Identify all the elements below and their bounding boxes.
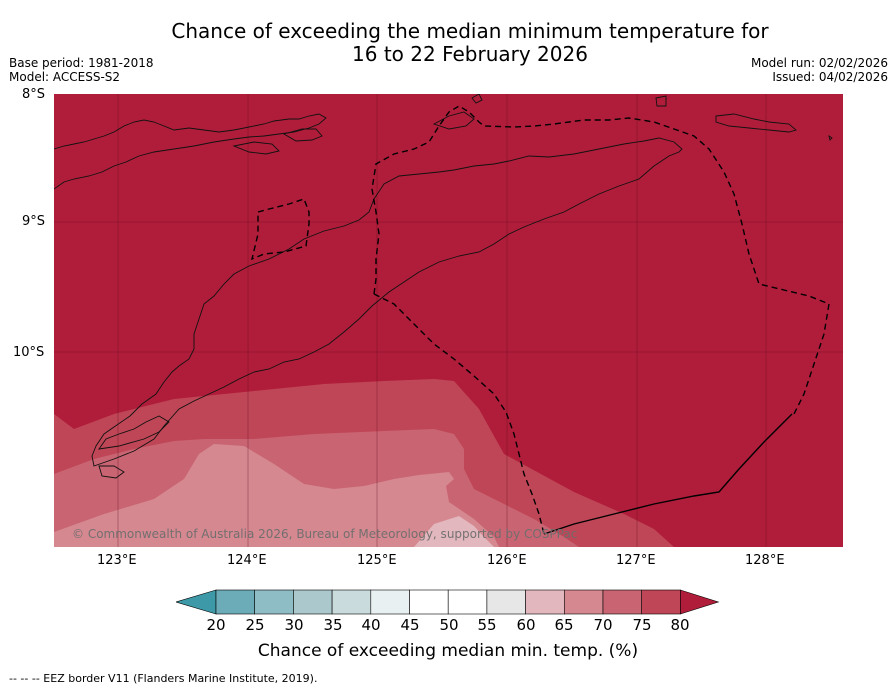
colorbar-tick: 65 xyxy=(554,616,574,634)
eez-border xyxy=(250,105,830,535)
colorbar-tick: 70 xyxy=(593,616,613,634)
map-title: Chance of exceeding the median minimum t… xyxy=(150,20,790,66)
colorbar-tick: 55 xyxy=(477,616,497,634)
lon-label-128e: 128°E xyxy=(745,553,785,568)
meta-right: Model run: 02/02/2026 Issued: 04/02/2026 xyxy=(751,56,888,84)
colorbar-tick: 45 xyxy=(400,616,420,634)
seabed-boundary-solid xyxy=(543,413,793,535)
colorbar-cell xyxy=(370,589,410,615)
probability-band-60-65 xyxy=(414,516,494,547)
colorbar-cell xyxy=(331,589,372,615)
flores-alor-coastline xyxy=(54,113,327,190)
title-line-1: Chance of exceeding the median minimum t… xyxy=(171,19,769,43)
meta-left: Base period: 1981-2018 Model: ACCESS-S2 xyxy=(9,56,154,84)
colorbar-cell xyxy=(563,589,604,615)
rote-island xyxy=(98,465,125,479)
colorbar-tick: 35 xyxy=(323,616,343,634)
lon-label-124e: 124°E xyxy=(227,553,267,568)
lat-label-9s: 9°S xyxy=(22,214,46,229)
kisar-island xyxy=(655,95,667,107)
eez-legend-footer: -- -- -- EEZ border V11 (Flanders Marine… xyxy=(9,672,318,685)
colorbar-tick: 25 xyxy=(245,616,265,634)
colorbar-cells xyxy=(176,589,720,615)
eez-oecusse-enclave xyxy=(250,198,310,261)
colorbar-tick: 80 xyxy=(670,616,690,634)
colorbar-tick: 60 xyxy=(516,616,536,634)
colorbar-tick: 20 xyxy=(206,616,226,634)
timor-coastline xyxy=(91,137,683,467)
eez-timor-leste-north xyxy=(371,105,830,415)
base-period: Base period: 1981-2018 xyxy=(9,56,154,70)
lon-label-125e: 125°E xyxy=(357,553,397,568)
west-timor-inlet xyxy=(98,415,170,450)
alor-island xyxy=(282,128,323,142)
model-name: Model: ACCESS-S2 xyxy=(9,70,121,84)
eez-southern-boundary xyxy=(373,293,545,535)
colorbar-tick: 50 xyxy=(439,616,459,634)
moa-island xyxy=(828,134,833,141)
lon-label-127e: 127°E xyxy=(616,553,656,568)
probability-band-65-70 xyxy=(54,444,499,547)
lat-label-10s: 10°S xyxy=(13,345,45,360)
colorbar-cell xyxy=(602,589,643,615)
map-attribution: © Commonwealth of Australia 2026, Bureau… xyxy=(72,527,577,541)
colorbar-cell xyxy=(409,589,449,615)
coastlines xyxy=(54,94,833,479)
colorbar-tick: 75 xyxy=(632,616,652,634)
pantar-island xyxy=(232,141,280,155)
probability-map[interactable]: © Commonwealth of Australia 2026, Bureau… xyxy=(54,94,843,547)
colorbar-tick: 30 xyxy=(284,616,304,634)
colorbar-cell xyxy=(215,589,256,615)
lat-label-8s: 8°S xyxy=(22,87,46,102)
colorbar-tick: 40 xyxy=(361,616,381,634)
colorbar-extend-high xyxy=(680,589,720,615)
colorbar-cell xyxy=(641,589,681,615)
lon-label-123e: 123°E xyxy=(97,553,137,568)
colorbar-title: Chance of exceeding median min. temp. (%… xyxy=(257,641,639,661)
colorbar-cell xyxy=(293,589,333,615)
atauro-island xyxy=(471,94,483,104)
lon-label-126e: 126°E xyxy=(487,553,527,568)
colorbar-cell xyxy=(447,589,488,615)
colorbar-cell xyxy=(254,589,294,615)
wetar-island xyxy=(432,111,475,130)
issued-date: Issued: 04/02/2026 xyxy=(772,70,888,84)
leti-islands xyxy=(715,113,797,133)
colorbar xyxy=(176,589,720,615)
colorbar-cell xyxy=(525,589,565,615)
model-run: Model run: 02/02/2026 xyxy=(750,56,888,70)
title-line-2: 16 to 22 February 2026 xyxy=(352,42,588,66)
graticule xyxy=(54,94,843,547)
colorbar-cell xyxy=(486,589,526,615)
colorbar-extend-low xyxy=(176,589,217,615)
